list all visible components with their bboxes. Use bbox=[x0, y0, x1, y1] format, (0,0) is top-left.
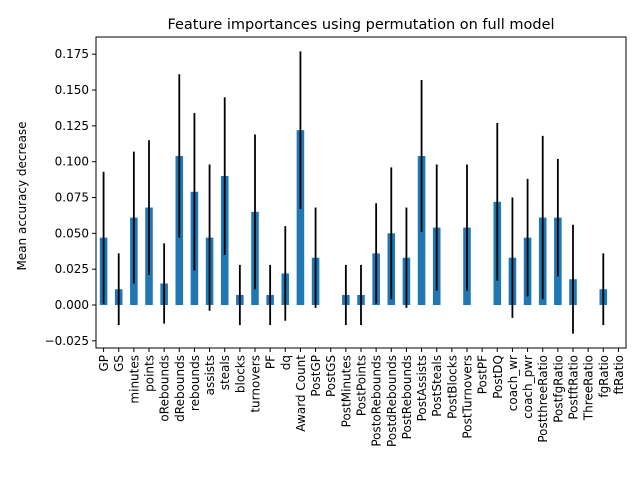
x-tick-label: PF bbox=[264, 355, 278, 369]
x-tick-label: coach_pwr bbox=[521, 355, 535, 419]
x-tick-label: PostPoints bbox=[355, 355, 369, 416]
y-tick-label: 0.050 bbox=[55, 226, 89, 240]
x-tick-label: rebounds bbox=[188, 355, 202, 411]
x-tick-label: PostPF bbox=[476, 355, 490, 394]
x-tick-label: oRebounds bbox=[158, 355, 172, 422]
x-tick-label: PostBlocks bbox=[445, 355, 459, 419]
bar bbox=[296, 130, 305, 306]
x-tick-label: PostAssists bbox=[415, 355, 429, 421]
x-tick-label: PostTurnovers bbox=[461, 355, 475, 439]
plot-frame bbox=[95, 36, 627, 349]
x-tick-label: PostoRebounds bbox=[370, 355, 384, 447]
y-tick-label: −0.025 bbox=[45, 334, 89, 348]
x-tick-label: steals bbox=[218, 355, 232, 390]
x-tick-label: minutes bbox=[127, 355, 141, 404]
x-tick-label: GS bbox=[112, 355, 126, 372]
x-tick-label: PostDQ bbox=[491, 355, 505, 399]
x-tick-label: dRebounds bbox=[173, 355, 187, 422]
error-bars-group bbox=[102, 51, 605, 334]
x-tick-label: GP bbox=[97, 355, 111, 372]
y-tick-label: 0.100 bbox=[55, 155, 89, 169]
chart-title: Feature importances using permutation on… bbox=[167, 17, 554, 33]
x-tick-label: Award Count bbox=[294, 355, 308, 432]
y-tick-label: 0.175 bbox=[55, 47, 89, 61]
y-tick-label: 0.025 bbox=[55, 262, 89, 276]
x-tick-label: PostfgRatio bbox=[551, 355, 565, 423]
x-axis-ticks: GP GS minutes points oRebounds dRebounds rebou… bbox=[97, 348, 626, 447]
x-tick-label: dq bbox=[279, 355, 293, 370]
x-tick-label: PostGS bbox=[324, 355, 338, 397]
y-tick-label: 0.075 bbox=[55, 191, 89, 205]
x-tick-label: turnovers bbox=[249, 355, 263, 413]
x-tick-label: PostRebounds bbox=[400, 355, 414, 439]
y-tick-label: 0.125 bbox=[55, 119, 89, 133]
y-tick-label: 0.000 bbox=[55, 298, 89, 312]
x-tick-label: PostdRebounds bbox=[385, 355, 399, 447]
y-axis-ticks: −0.025 0.000 0.025 0.050 0.075 0.100 0.125 0.15… bbox=[45, 47, 96, 348]
x-tick-label: PostMinutes bbox=[339, 355, 353, 427]
x-tick-label: assists bbox=[203, 355, 217, 395]
x-tick-label: PostftRatio bbox=[567, 355, 581, 420]
x-tick-label: points bbox=[143, 355, 157, 392]
x-tick-label: fgRatio bbox=[597, 355, 611, 398]
x-tick-label: PostGP bbox=[309, 355, 323, 397]
x-tick-label: ThreeRatio bbox=[582, 355, 596, 421]
y-axis-label: Mean accuracy decrease bbox=[15, 121, 29, 270]
x-tick-label: coach_wr bbox=[506, 355, 520, 411]
x-tick-label: PostSteals bbox=[430, 355, 444, 417]
y-tick-label: 0.150 bbox=[55, 83, 89, 97]
x-tick-label: PostthreeRatio bbox=[536, 355, 550, 443]
x-tick-label: blocks bbox=[233, 355, 247, 393]
x-tick-label: ftRatio bbox=[612, 355, 626, 395]
